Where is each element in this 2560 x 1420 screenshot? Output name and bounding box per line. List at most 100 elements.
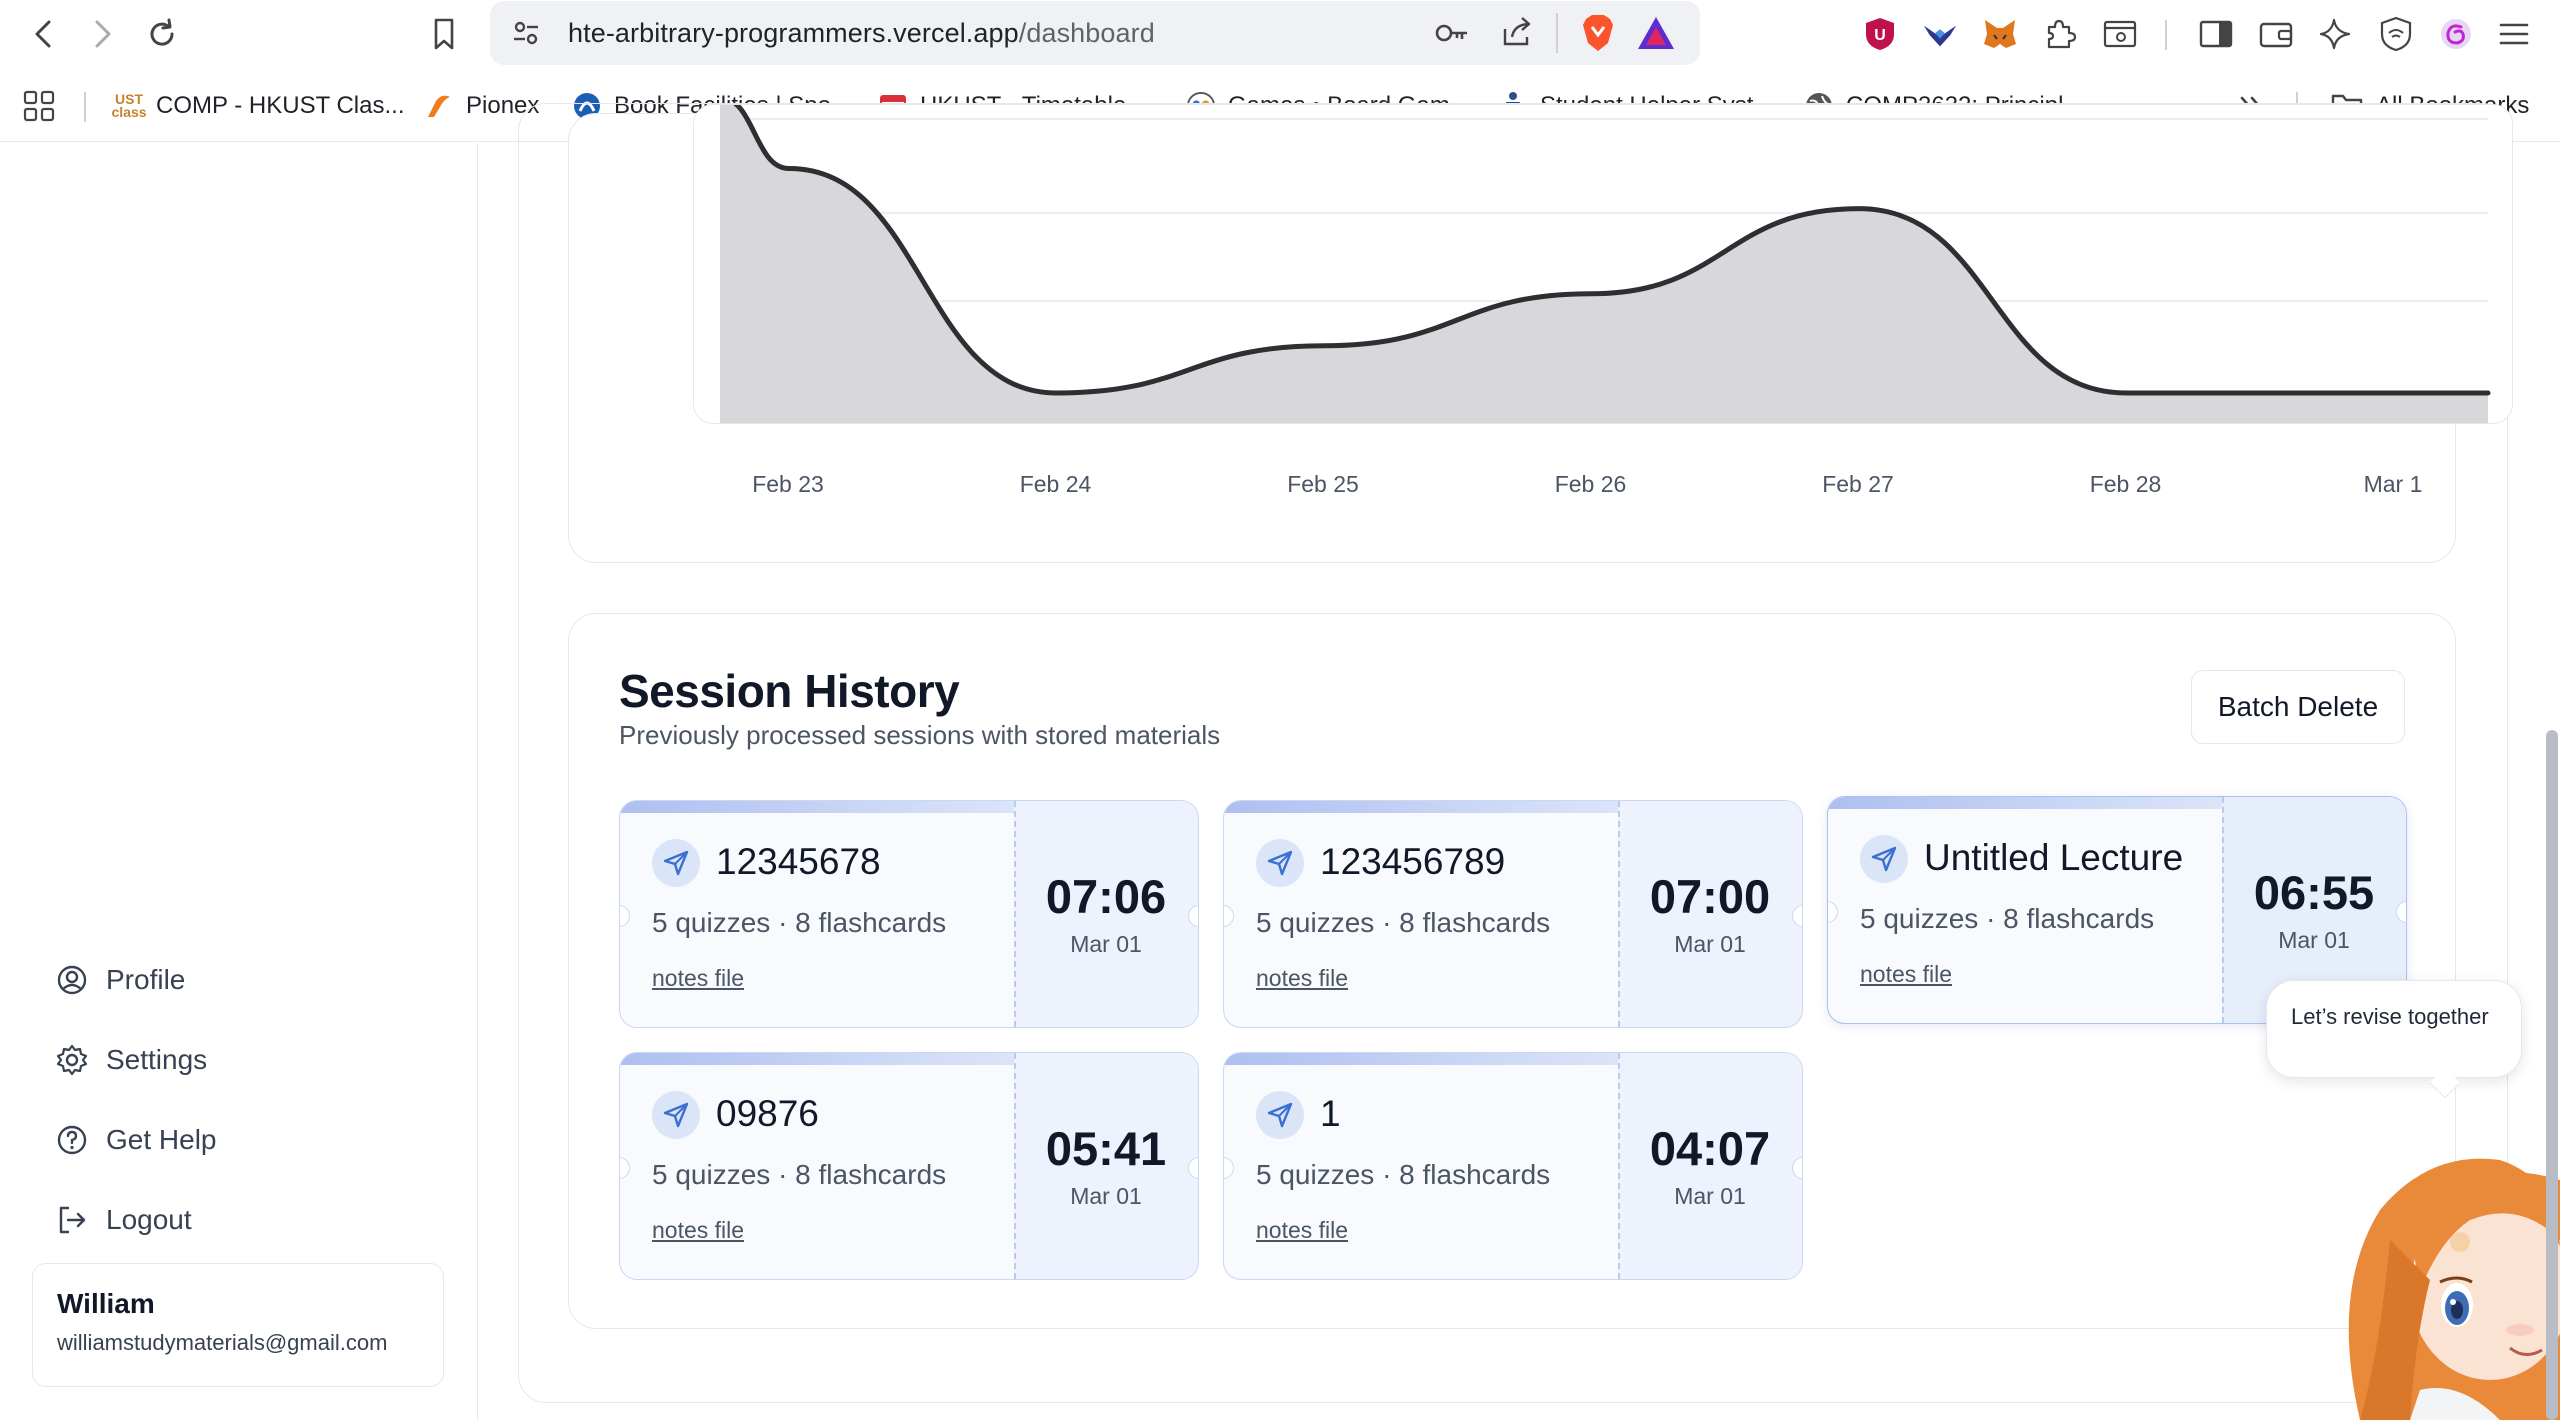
vpn-button[interactable] (2378, 16, 2414, 52)
session-meta: 5 quizzes · 8 flashcards (1860, 903, 2155, 934)
divider (1556, 13, 1558, 53)
session-history-subtitle: Previously processed sessions with store… (619, 720, 1221, 750)
fox-icon (1984, 20, 2016, 48)
session-history-card: Session History Previously processed ses… (568, 613, 2456, 1329)
share-icon[interactable] (1500, 15, 1534, 49)
url-path: /dashboard (1018, 18, 1155, 48)
sidebar-toggle-button[interactable] (2198, 16, 2234, 52)
bookmark-icon (434, 18, 454, 50)
notes-file-link[interactable]: notes file (1256, 1217, 1349, 1243)
session-name: 12345678 (716, 841, 881, 882)
ublock-extension[interactable]: U (1862, 16, 1898, 52)
pionex-icon (424, 91, 454, 121)
session-time: 07:00 (1649, 870, 1771, 923)
forward-button[interactable] (82, 14, 122, 54)
extensions-button[interactable] (2042, 16, 2078, 52)
ticket-notch (620, 1157, 630, 1179)
session-date: Mar 01 (2278, 927, 2350, 953)
key-icon[interactable] (1434, 19, 1470, 47)
session-history-title: Session History (619, 665, 960, 717)
sidebar-item-label: Get Help (106, 1124, 217, 1155)
menu-button[interactable] (2496, 16, 2532, 52)
batch-delete-button[interactable]: Batch Delete (2191, 670, 2405, 744)
x-tick-label: Feb 24 (1019, 471, 1092, 497)
sidebar-item-profile[interactable]: Profile (56, 958, 185, 1002)
notes-file-link[interactable]: notes file (1256, 965, 1349, 991)
url-host: hte-arbitrary-programmers.vercel.app (568, 18, 1019, 48)
sparkle-icon (2319, 18, 2351, 50)
reload-button[interactable] (142, 14, 182, 54)
session-date: Mar 01 (1070, 931, 1142, 957)
assistant-speech-bubble: Let’s revise together (2266, 980, 2522, 1078)
plane-icon (1860, 835, 1908, 883)
ublock-icon: U (1866, 18, 1894, 50)
reload-icon (150, 18, 174, 46)
session-card[interactable]: 12345678 5 quizzes · 8 flashcards notes … (619, 800, 1199, 1028)
session-card[interactable]: 123456789 5 quizzes · 8 flashcards notes… (1223, 800, 1803, 1028)
ticket-stub (1014, 801, 1198, 1027)
study-buddy-avatar[interactable] (2320, 1090, 2560, 1420)
notes-file-link[interactable]: notes file (652, 1217, 745, 1243)
plane-icon (652, 839, 700, 887)
url-text[interactable]: hte-arbitrary-programmers.vercel.app/das… (568, 18, 1155, 49)
user-card[interactable]: William williamstudymaterials@gmail.com (32, 1263, 444, 1387)
session-time: 04:07 (1649, 1122, 1771, 1175)
ticket-stub (1014, 1053, 1198, 1279)
profile-icon (57, 965, 87, 995)
back-button[interactable] (24, 14, 64, 54)
sidebar-item-label: Settings (106, 1044, 208, 1075)
chart-plot-area (693, 104, 2513, 424)
browser-toolbar: hte-arbitrary-programmers.vercel.app/das… (0, 0, 2560, 68)
logout-icon (59, 1206, 86, 1234)
bookmark-comp-hkust-class[interactable]: UST class COMP - HKUST Clas... (111, 88, 404, 124)
user-email: williamstudymaterials@gmail.com (57, 1330, 388, 1355)
brave-shield-icon[interactable] (1580, 13, 1616, 53)
ticket-notch (620, 905, 630, 927)
swirl-icon (2441, 19, 2471, 49)
ticket-notch (1224, 905, 1234, 927)
reader-mode-button[interactable] (2102, 16, 2138, 52)
session-time: 06:55 (2253, 866, 2375, 919)
reader-icon (2103, 20, 2137, 48)
session-card[interactable]: 1 5 quizzes · 8 flashcards notes file 04… (1223, 1052, 1803, 1280)
session-name: 123456789 (1320, 841, 1506, 882)
ticket-notch (1224, 1157, 1234, 1179)
x-tick-label: Mar 1 (2363, 471, 2423, 497)
ust-class-icon: UST class (111, 91, 147, 121)
profile-extension[interactable] (2438, 16, 2474, 52)
chart-series-line (733, 105, 2491, 396)
notes-file-link[interactable]: notes file (1860, 961, 1953, 987)
session-card[interactable]: 09876 5 quizzes · 8 flashcards notes fil… (619, 1052, 1199, 1280)
svg-text:U: U (1874, 27, 1886, 44)
brave-rewards-icon[interactable] (1636, 15, 1676, 51)
x-tick-label: Feb 26 (1554, 471, 1627, 497)
metamask-extension[interactable] (1982, 16, 2018, 52)
sidebar-item-logout[interactable]: Logout (56, 1198, 192, 1242)
sidebar-item-get-help[interactable]: Get Help (56, 1118, 217, 1162)
site-settings-icon (514, 21, 538, 45)
divider (84, 92, 86, 122)
address-bar[interactable]: hte-arbitrary-programmers.vercel.app/das… (490, 1, 1700, 65)
session-meta: 5 quizzes · 8 flashcards (1256, 907, 1551, 938)
plane-icon (652, 1091, 700, 1139)
leo-ai-button[interactable] (2318, 16, 2354, 52)
notes-file-link[interactable]: notes file (652, 965, 745, 991)
x-tick-label: Feb 28 (2089, 471, 2162, 497)
back-icon (35, 20, 51, 48)
sidebar: Profile Settings Get Help Logout William… (0, 143, 478, 1420)
session-date: Mar 01 (1070, 1183, 1142, 1209)
page-scrollbar[interactable] (2546, 730, 2558, 1420)
bookmark-page-button[interactable] (424, 14, 464, 54)
ticket-stub (1618, 1053, 1802, 1279)
sidebar-item-settings[interactable]: Settings (56, 1038, 207, 1082)
sidebar-item-label: Logout (106, 1204, 192, 1235)
wallet-icon (2259, 22, 2293, 48)
wings-extension[interactable] (1922, 16, 1958, 52)
wings-icon (1923, 25, 1957, 47)
assistant-bubble-text: Let’s revise together (2291, 1004, 2489, 1029)
apps-button[interactable] (22, 88, 56, 124)
session-name: Untitled Lecture (1924, 837, 2184, 878)
activity-chart-card: Feb 23 Feb 24 Feb 25 Feb 26 Feb 27 Feb 28 Mar … (568, 104, 2513, 563)
x-tick-label: Feb 25 (1287, 471, 1359, 497)
wallet-button[interactable] (2258, 16, 2294, 52)
